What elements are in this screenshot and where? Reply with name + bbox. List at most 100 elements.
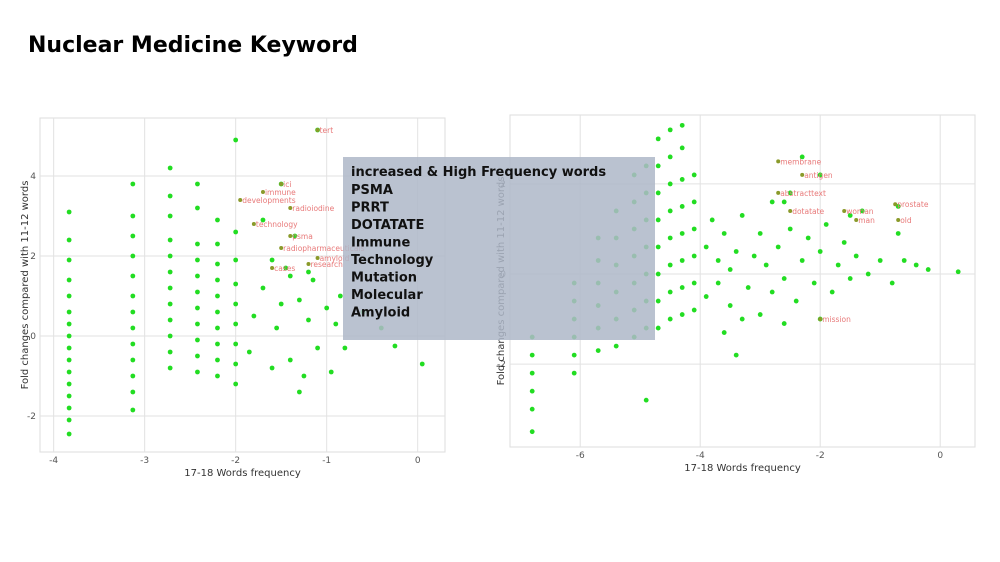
point	[233, 341, 239, 347]
x-tick-label: -6	[576, 451, 585, 461]
point	[679, 231, 685, 236]
point	[781, 199, 787, 205]
x-tick-label: 0	[415, 456, 421, 466]
annotation-dot	[776, 159, 781, 164]
point	[691, 199, 697, 205]
point	[667, 208, 673, 214]
annotation: abstracttext	[780, 189, 826, 198]
annotation: old	[900, 216, 912, 225]
point	[787, 190, 793, 196]
point	[775, 244, 781, 250]
point	[529, 370, 535, 376]
y-tick-label: -2	[27, 412, 36, 422]
point	[913, 262, 919, 268]
point	[745, 285, 751, 290]
point	[757, 231, 763, 236]
point	[310, 277, 316, 283]
point	[215, 293, 220, 299]
point	[233, 301, 239, 307]
point	[703, 244, 709, 250]
point	[595, 348, 601, 353]
point	[715, 258, 721, 263]
annotation: woman	[846, 207, 874, 216]
point	[419, 361, 425, 367]
point	[130, 357, 136, 363]
point	[793, 298, 799, 304]
point	[679, 204, 685, 209]
point	[679, 258, 685, 263]
point	[167, 317, 173, 323]
point	[805, 235, 811, 241]
point	[571, 352, 577, 358]
point	[292, 233, 298, 239]
point	[667, 262, 673, 268]
point	[328, 369, 334, 375]
point	[817, 172, 823, 178]
annotation: membrane	[780, 157, 821, 166]
point	[251, 313, 257, 319]
point	[167, 349, 173, 355]
point	[233, 257, 239, 263]
point	[66, 309, 72, 315]
point	[274, 325, 280, 331]
point	[215, 357, 220, 363]
point	[66, 333, 72, 339]
point	[333, 321, 339, 327]
point	[66, 393, 72, 399]
annotation: technology	[256, 220, 298, 229]
point	[296, 389, 302, 395]
point	[269, 365, 275, 371]
point	[215, 241, 220, 247]
point	[925, 267, 931, 272]
annotation-dot	[279, 246, 284, 250]
annotation-dot	[842, 208, 847, 213]
point	[167, 213, 173, 219]
x-tick-label: -4	[49, 456, 58, 466]
annotation-dot	[896, 217, 901, 222]
point	[233, 281, 239, 287]
point	[721, 231, 727, 236]
point	[195, 257, 200, 263]
point	[691, 307, 697, 313]
point	[667, 316, 673, 322]
point	[195, 205, 200, 211]
point	[195, 305, 200, 311]
point	[757, 312, 763, 317]
point	[215, 373, 220, 379]
annotation-dot	[260, 190, 265, 194]
point	[66, 237, 72, 243]
callout-box	[343, 157, 655, 340]
point	[195, 181, 200, 187]
point	[130, 293, 136, 299]
point	[260, 217, 266, 223]
point	[296, 297, 302, 303]
point	[691, 280, 697, 286]
point	[679, 122, 685, 128]
point	[315, 345, 320, 351]
point	[655, 190, 661, 196]
point	[130, 181, 136, 187]
point	[130, 273, 136, 279]
point	[781, 276, 787, 281]
x-axis-title: 17-18 Words frequency	[184, 468, 301, 479]
point	[691, 226, 697, 232]
point	[715, 280, 721, 286]
point	[733, 352, 739, 358]
point	[195, 241, 200, 247]
callout-item: Technology	[351, 253, 434, 268]
point	[306, 269, 311, 275]
point	[889, 280, 895, 286]
point	[215, 309, 220, 315]
point	[667, 289, 673, 295]
point	[667, 154, 673, 160]
annotation: developments	[242, 196, 295, 205]
annotation: ici	[283, 180, 291, 189]
annotation-dot	[818, 317, 823, 322]
point	[195, 321, 200, 327]
point	[66, 209, 72, 215]
point	[130, 253, 136, 259]
x-tick-label: -3	[140, 456, 149, 466]
point	[679, 285, 685, 290]
annotation-dot	[776, 190, 781, 195]
